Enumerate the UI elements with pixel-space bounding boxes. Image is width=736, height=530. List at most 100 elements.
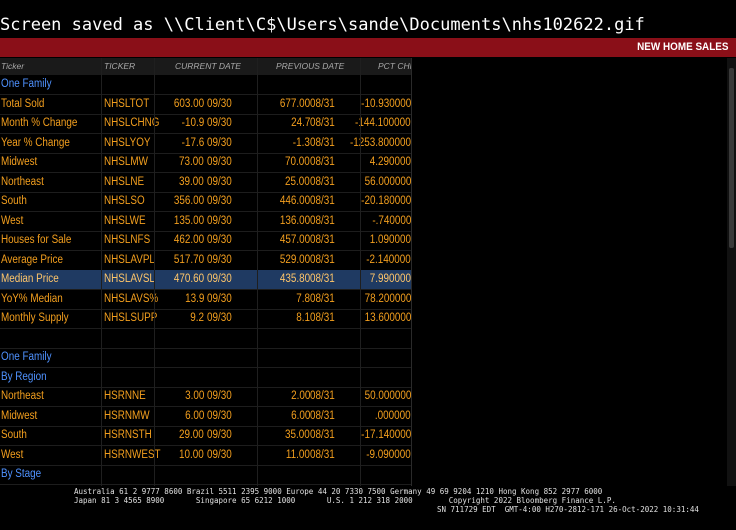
row-current-date: 09/30 [207,292,232,305]
table-row[interactable]: West HSRNWEST 10.00 09/30 11.00 08/31 -9.09000… [0,446,411,466]
row-pct-change: 4.290000 [369,156,411,168]
row-previous-date: 08/31 [310,156,335,168]
row-current-date: 09/30 [207,273,232,285]
row-label: Median Price [1,273,59,285]
row-ticker: HSRNSTH [104,429,152,441]
row-label: Monthly Supply [1,312,69,324]
row-current-date: 09/30 [207,156,232,168]
row-current-value: 462.00 [173,234,204,246]
row-current-value: 9.2 [190,312,204,324]
footer-session-info: SN 711729 EDT GMT-4:00 H270-2812-171 26-… [437,505,699,514]
row-previous-value: 457.00 [279,234,310,246]
row-pct-change: 13.600000 [364,312,411,324]
row-current-value: 10.00 [179,448,204,461]
row-previous-value: 8.1 [296,312,310,324]
table-row[interactable]: Northeast HSRNNE 3.00 09/30 2.00 08/31 50.0000… [0,387,411,407]
header-pct-chng[interactable]: PCT CHNG [378,61,411,71]
row-pct-change: -144.100000 [355,117,411,129]
row-previous-value: 70.00 [285,156,310,168]
screen-saved-message: Screen saved as \\Client\C$\Users\sande\… [0,15,645,35]
header-ticker[interactable]: TICKER [104,61,136,71]
row-label: Total Sold [1,97,45,110]
row-pct-change: .000000 [375,409,411,422]
title-bar: NEW HOME SALES [0,38,736,57]
table-row[interactable]: Average Price NHSLAVPL 517.70 09/30 529.00 08… [0,251,411,271]
table-row[interactable]: Houses for Sale NHSLNFS 462.00 09/30 457.00 0… [0,231,411,251]
section-header-row[interactable]: By Region [0,368,411,388]
row-current-value: 73.00 [179,156,204,168]
row-previous-date: 08/31 [310,117,335,129]
row-previous-date: 08/31 [310,273,335,285]
row-previous-date: 08/31 [310,292,335,305]
row-label: YoY% Median [1,292,63,305]
row-previous-value: 7.8 [296,292,310,305]
row-current-value: 3.00 [184,390,204,402]
row-current-value: 470.60 [173,273,204,285]
row-current-date: 09/30 [207,429,232,441]
row-current-value: 517.70 [173,253,204,266]
row-ticker: NHSLCHNG [104,117,160,129]
section-header-row[interactable]: By Stage [0,465,411,485]
table-row[interactable]: South HSRNSTH 29.00 09/30 35.00 08/31 -17.1400… [0,426,411,446]
row-pct-change: 7.990000 [369,273,411,285]
footer-contacts: Australia 61 2 9777 8600 Brazil 5511 239… [74,487,603,496]
section-header-row[interactable]: One Family [0,75,411,95]
row-previous-value: -1.3 [292,136,310,149]
row-previous-value: 35.00 [285,429,310,441]
row-pct-change: 1.090000 [369,234,411,246]
table-row[interactable]: South NHSLSO 356.00 09/30 446.00 08/31 -20.180… [0,192,411,212]
column-divider [154,58,155,486]
table-row[interactable]: Midwest HSRNMW 6.00 09/30 6.00 08/31.000000 [0,407,411,427]
row-ticker: NHSLSO [104,195,145,207]
row-label: One Family [1,351,52,363]
row-previous-value: 2.00 [290,390,310,402]
row-ticker: NHSLAVS% [104,292,159,305]
row-label: Northeast [1,175,44,188]
table-row[interactable] [0,329,411,349]
row-current-value: 135.00 [173,214,204,227]
table-row[interactable]: Northeast NHSLNE 39.00 09/30 25.00 08/31 56.00… [0,173,411,193]
table-row[interactable]: West NHSLWE 135.00 09/30 136.00 08/31 -.740000 [0,212,411,232]
page-title: NEW HOME SALES [636,41,728,53]
row-ticker: HSRNWEST [104,448,161,461]
scrollbar-thumb[interactable] [729,68,734,248]
row-current-value: -10.9 [181,117,204,129]
header-ticker-label[interactable]: Ticker [1,61,25,71]
row-label: Average Price [1,253,63,266]
table-row[interactable]: Midwest NHSLMW 73.00 09/30 70.00 08/31 4.29000… [0,153,411,173]
table-row[interactable]: Year % Change NHSLYOY -17.6 09/30 -1.3 08/31 -… [0,134,411,154]
column-divider [360,58,361,486]
section-header-row[interactable]: One Family [0,348,411,368]
row-current-value: 603.00 [173,97,204,110]
row-previous-date: 08/31 [310,136,335,149]
header-current-date[interactable]: CURRENT DATE [175,61,241,71]
footer: Australia 61 2 9777 8600 Brazil 5511 239… [0,486,736,530]
row-current-value: -17.6 [181,136,204,149]
row-current-date: 09/30 [207,253,232,266]
row-previous-date: 08/31 [310,175,335,188]
table-row[interactable]: YoY% Median NHSLAVS% 13.9 09/30 7.8 08/31 78.2… [0,290,411,310]
row-pct-change: 78.200000 [364,292,411,305]
row-previous-value: 529.00 [279,253,310,266]
row-current-value: 29.00 [179,429,204,441]
table-row[interactable]: Median Price NHSLAVSL 470.60 09/30 435.80 08/… [0,270,411,290]
row-pct-change: -10.930000 [360,97,411,110]
row-label: Houses for Sale [1,234,72,246]
row-previous-date: 08/31 [310,253,335,266]
row-previous-value: 677.00 [279,97,310,110]
row-previous-value: 435.80 [279,273,310,285]
row-current-date: 09/30 [207,117,232,129]
table-row[interactable]: Total Sold NHSLTOT 603.00 09/30 677.00 08/31 -… [0,95,411,115]
row-current-date: 09/30 [207,409,232,422]
row-label: Month % Change [1,117,78,129]
header-previous-date[interactable]: PREVIOUS DATE [276,61,345,71]
row-ticker: HSRNMW [104,409,150,422]
row-pct-change: -1253.800000 [349,136,411,149]
table-row[interactable]: Month % Change NHSLCHNG -10.9 09/30 24.7 08/3… [0,114,411,134]
scrollbar[interactable] [727,58,736,486]
row-current-date: 09/30 [207,97,232,110]
row-current-date: 09/30 [207,136,232,149]
row-previous-date: 08/31 [310,214,335,227]
row-ticker: NHSLSUPP [104,312,158,324]
table-row[interactable]: Monthly Supply NHSLSUPP 9.2 09/30 8.1 08/31 13… [0,309,411,329]
